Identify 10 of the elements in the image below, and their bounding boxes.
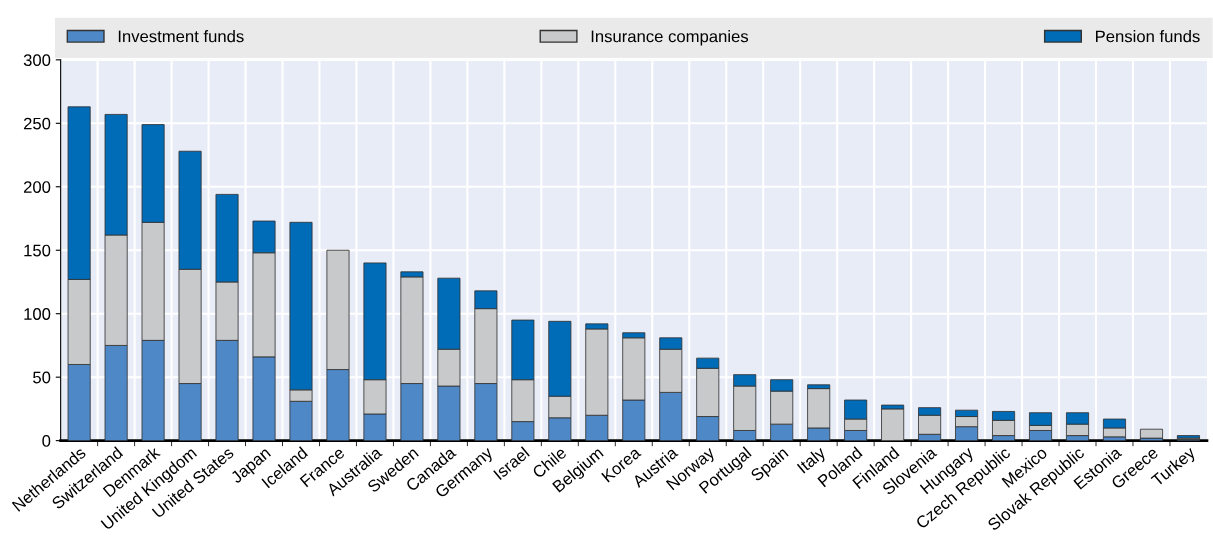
y-tick-label: 0	[42, 435, 51, 447]
y-tick-label: 100	[24, 308, 51, 320]
y-tick-label: 50	[33, 371, 51, 384]
y-tick-label: 300	[23, 54, 51, 67]
legend-label: Pension funds	[1096, 30, 1200, 43]
y-tick-label: 200	[23, 181, 51, 193]
y-tick-label: 150	[24, 244, 51, 257]
y-tick-label: 250	[23, 117, 51, 130]
legend-label: Investment funds	[118, 30, 244, 43]
legend-label: Insurance companies	[591, 30, 749, 46]
